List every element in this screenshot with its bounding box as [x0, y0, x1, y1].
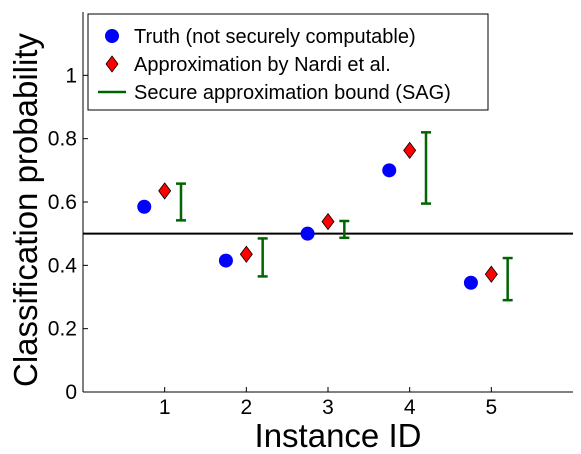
chart-axes: 0 0.2 0.4 0.6 0.8 1 1 2 3 4 5 Instance ID Classifica…: [7, 12, 573, 454]
chart-marks: [83, 131, 573, 302]
y-tick-label: 0.6: [48, 191, 77, 214]
approximation-point: [321, 212, 335, 231]
sag-bound-bar: [421, 131, 431, 205]
legend-label: Approximation by Nardi et al.: [134, 54, 391, 76]
approximation-point: [158, 182, 172, 200]
legend: Truth (not securely computable) Approxima…: [87, 13, 489, 111]
truth-point: [382, 163, 397, 178]
x-tick-label: 5: [485, 396, 497, 419]
y-tick-label: 0.2: [48, 318, 77, 341]
truth-point: [218, 253, 233, 268]
approximation-point: [403, 141, 417, 160]
truth-point: [300, 226, 315, 241]
y-tick-label: 0: [65, 381, 77, 404]
sag-bound-bar: [339, 219, 350, 240]
sag-bound-bar: [502, 256, 513, 302]
truth-point: [463, 275, 478, 290]
y-tick-label: 1: [65, 64, 77, 87]
x-tick-label: 3: [322, 396, 334, 419]
legend-approximation-marker: [105, 55, 119, 73]
x-tick-label: 4: [404, 396, 416, 419]
legend-label: Truth (not securely computable): [134, 26, 416, 48]
y-axis-label: Classification probability: [7, 33, 44, 387]
approximation-point: [484, 265, 498, 283]
y-tick-label: 0.4: [48, 254, 78, 277]
sag-bound-bar: [257, 237, 268, 278]
sag-bound-bar: [176, 182, 186, 222]
approximation-point: [239, 245, 253, 263]
x-tick-label: 1: [159, 396, 171, 419]
truth-point: [137, 199, 152, 214]
y-tick-label: 0.8: [48, 128, 77, 151]
legend-box: [87, 13, 489, 111]
x-tick-label: 2: [240, 396, 252, 419]
legend-label: Secure approximation bound (SAG): [134, 82, 451, 104]
x-axis-label: Instance ID: [255, 417, 422, 454]
legend-truth-marker: [105, 29, 119, 43]
